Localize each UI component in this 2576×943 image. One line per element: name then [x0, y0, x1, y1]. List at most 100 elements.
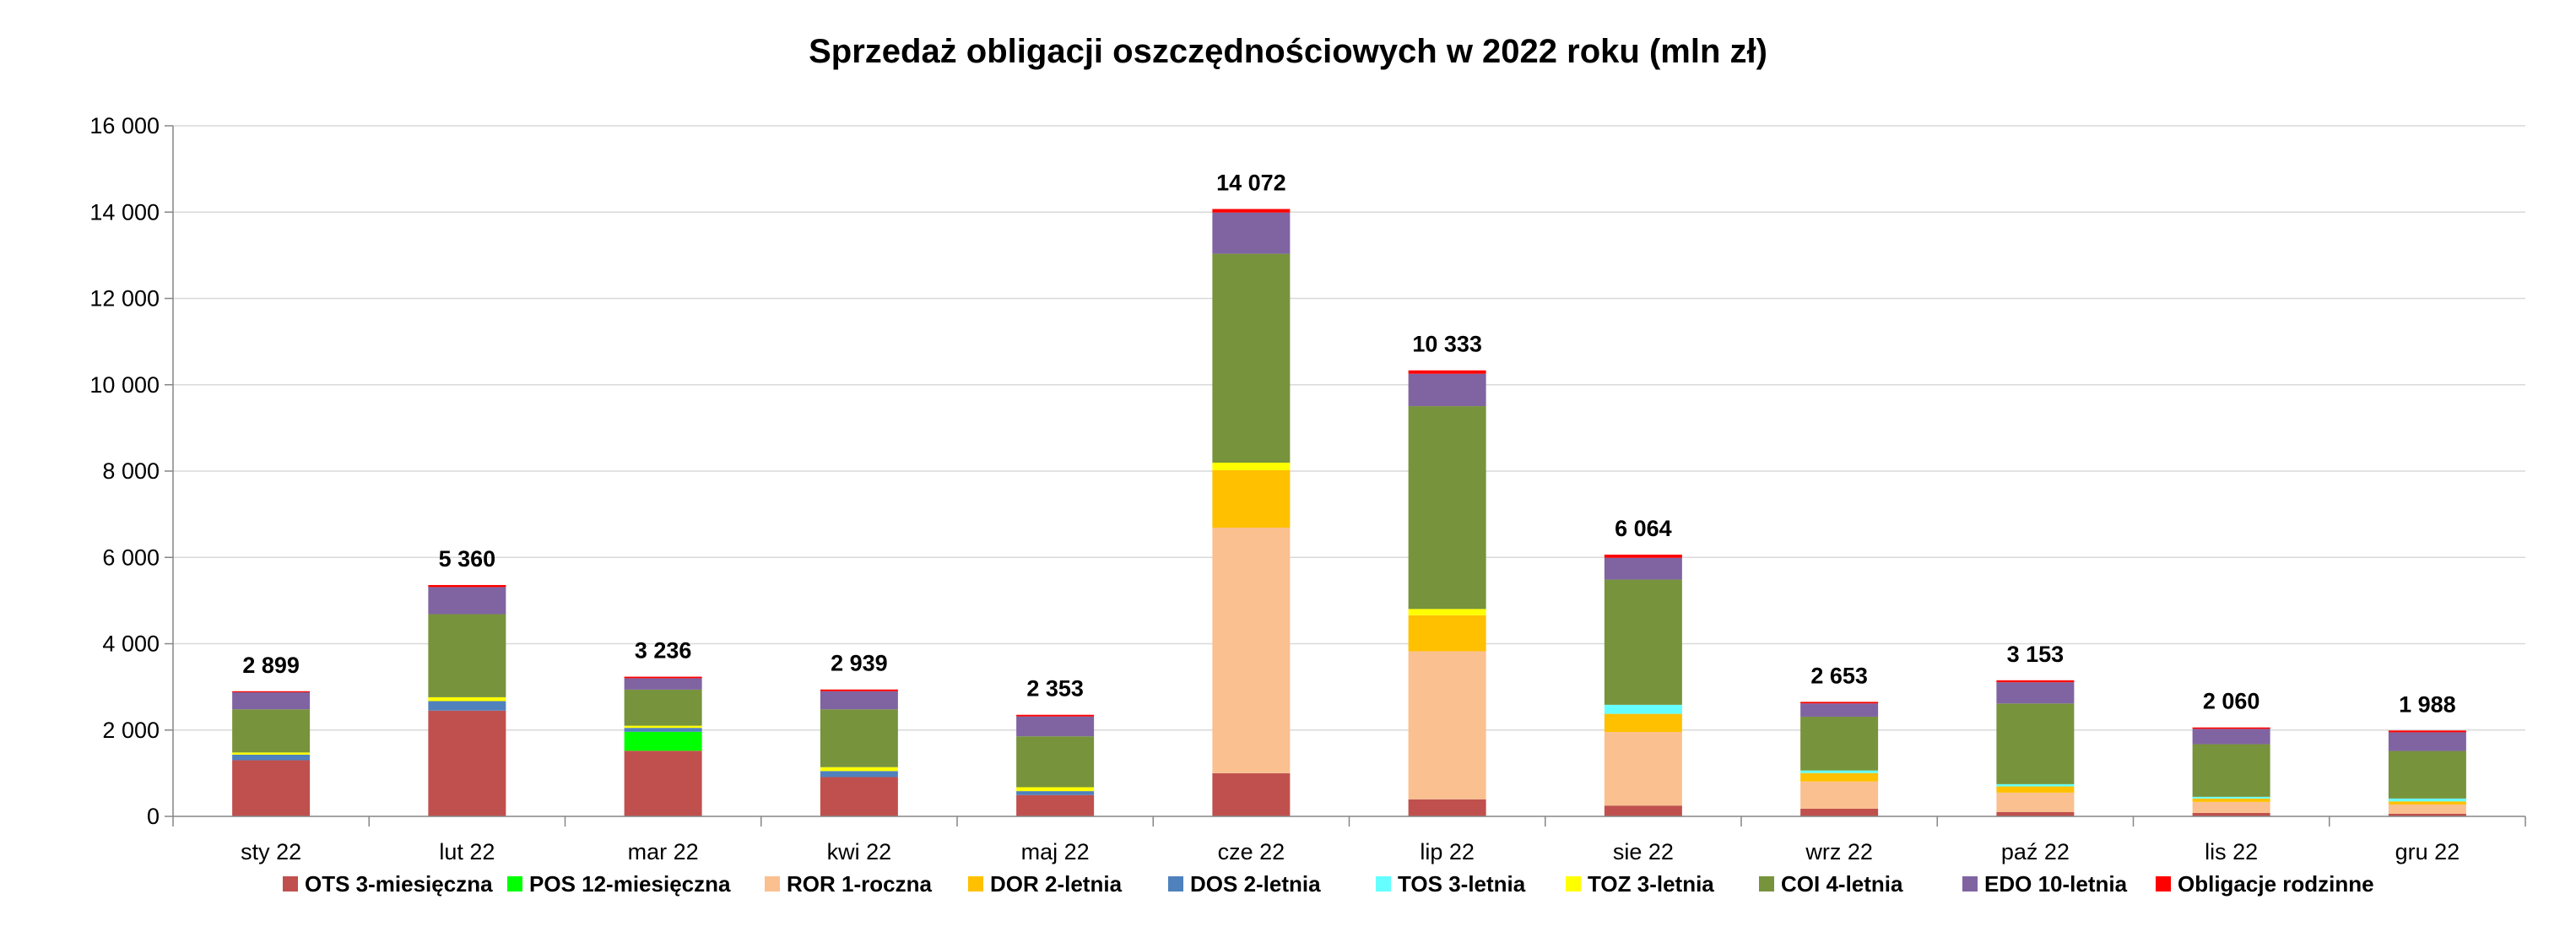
bar-segment — [232, 760, 311, 816]
y-tick-label: 14 000 — [89, 199, 160, 225]
bar-segment — [428, 584, 506, 588]
x-tick-label: lip 22 — [1420, 839, 1475, 864]
bar-segment — [232, 691, 311, 693]
bar-segment — [232, 709, 311, 753]
bar-segment — [1800, 716, 1879, 771]
legend-swatch — [1168, 876, 1183, 892]
total-label: 2 353 — [1026, 676, 1084, 702]
bar-segment — [1212, 209, 1291, 213]
bar-segment — [1016, 787, 1095, 792]
bar-segment — [2192, 801, 2270, 813]
bar-segment — [1800, 808, 1879, 816]
gridlines — [173, 125, 2525, 731]
total-label: 6 064 — [1615, 516, 1672, 541]
bar-segment — [820, 777, 898, 816]
bar-segment — [820, 709, 898, 767]
bar-segment — [1016, 736, 1095, 788]
bar-segment — [2192, 796, 2270, 799]
x-tick-label: maj 22 — [1021, 839, 1090, 864]
bar-segment — [428, 696, 506, 702]
bar-segment — [624, 751, 702, 816]
legend-swatch — [2156, 876, 2171, 892]
x-tick-label: mar 22 — [628, 839, 699, 864]
bar-segment — [1800, 702, 1879, 704]
x-tick-label: lut 22 — [439, 839, 495, 864]
bar-segment — [1996, 811, 2075, 816]
bar-segment — [1016, 791, 1095, 795]
bar-segment — [1408, 370, 1486, 374]
bar-segment — [1604, 554, 1682, 558]
x-tick-label: sie 22 — [1613, 839, 1674, 864]
total-label: 10 333 — [1412, 332, 1482, 357]
bar-segment — [1996, 703, 2075, 784]
x-tick-label: wrz 22 — [1805, 839, 1873, 864]
bar-segment — [1996, 682, 2075, 704]
bar-segment — [2388, 798, 2466, 802]
x-tick-label: kwi 22 — [827, 839, 892, 864]
bar-segment — [2388, 801, 2466, 805]
bar-segment — [1212, 253, 1291, 463]
chart-title: Sprzedaż obligacji oszczędnościowych w 2… — [809, 33, 1767, 70]
bar-segment — [2388, 751, 2466, 799]
bar-segment — [1800, 781, 1879, 809]
total-label: 3 236 — [635, 638, 692, 664]
bar-segment — [428, 710, 506, 816]
bar-segment — [1408, 615, 1486, 652]
legend-swatch — [1759, 876, 1774, 892]
bar-segment — [232, 692, 311, 710]
legend-label: POS 12-miesięczna — [529, 871, 731, 897]
legend-label: EDO 10-letnia — [1984, 871, 2128, 897]
legend-label: COI 4-letnia — [1781, 871, 1903, 897]
legend-label: Obligacje rodzinne — [2178, 871, 2374, 897]
bar-segment — [1408, 799, 1486, 816]
bar-segment — [820, 691, 898, 710]
axes: 0 2 000 4 000 6 000 8 000 10 000 12 000 14 000 1… — [89, 113, 2526, 864]
bar-segment — [1408, 609, 1486, 615]
bar-segment — [1408, 651, 1486, 799]
bar-segment — [2192, 727, 2270, 729]
x-tick-label: lis 22 — [2205, 839, 2258, 864]
bar-segment — [1212, 527, 1291, 773]
bar-segment — [624, 689, 702, 726]
y-tick-label: 0 — [147, 804, 160, 829]
y-tick-label: 2 000 — [102, 718, 160, 743]
bar-segment — [820, 767, 898, 772]
bar-segment — [2388, 730, 2466, 733]
total-label: 1 988 — [2399, 691, 2456, 717]
legend-label: TOZ 3-letnia — [1588, 871, 1714, 897]
total-label: 2 939 — [831, 651, 888, 676]
legend-swatch — [765, 876, 780, 892]
bar-segment — [1800, 772, 1879, 782]
y-tick-label: 6 000 — [102, 545, 160, 570]
bar-segment — [1604, 579, 1682, 705]
legend-swatch — [968, 876, 983, 892]
legend-swatch — [507, 876, 522, 892]
x-tick-label: cze 22 — [1218, 839, 1285, 864]
bar-segment — [624, 728, 702, 732]
total-label: 3 153 — [2007, 642, 2065, 667]
y-tick-label: 10 000 — [89, 372, 160, 398]
legend-label: ROR 1-roczna — [787, 871, 932, 897]
total-label: 2 899 — [242, 653, 300, 678]
bar-segment — [1408, 373, 1486, 407]
bar-segment — [820, 771, 898, 778]
legend-label: DOS 2-letnia — [1190, 871, 1321, 897]
bar-segment — [428, 701, 506, 711]
total-label: 2 060 — [2203, 689, 2260, 714]
bar-segment — [428, 614, 506, 697]
bar-segment — [232, 752, 311, 755]
bar-segment — [1212, 772, 1291, 816]
bar-segment — [1800, 703, 1879, 717]
bar-segment — [1604, 732, 1682, 806]
y-tick-label: 8 000 — [102, 458, 160, 484]
bar-segment — [2192, 744, 2270, 797]
bar-segment — [232, 754, 311, 761]
legend-swatch — [1962, 876, 1978, 892]
bar-segment — [2388, 804, 2466, 814]
x-tick-label: sty 22 — [241, 839, 301, 864]
legend: OTS 3-miesięczna POS 12-miesięczna ROR 1-r… — [283, 871, 2374, 897]
y-tick-label: 16 000 — [89, 113, 160, 138]
legend-swatch — [1566, 876, 1581, 892]
total-label: 5 360 — [439, 546, 496, 572]
